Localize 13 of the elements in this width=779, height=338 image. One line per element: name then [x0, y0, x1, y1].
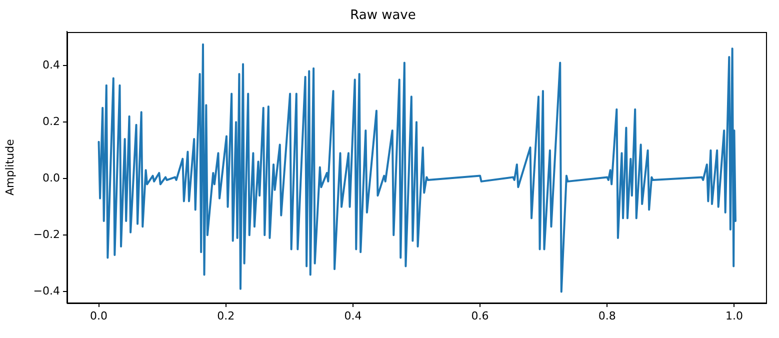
y-tick-label: 0.4	[42, 58, 60, 72]
y-axis-title: Amplitude	[3, 138, 16, 196]
chart-title: Raw wave	[350, 8, 416, 24]
y-tick-label: −0.4	[33, 284, 60, 298]
y-tick-label: 0.2	[42, 114, 60, 128]
y-tick-label: 0.0	[42, 171, 60, 184]
x-tick-label: 0.2	[217, 309, 235, 322]
x-tick-label: 0.0	[90, 309, 108, 322]
x-tick-label: 0.8	[598, 309, 616, 322]
y-tick-label: −0.2	[33, 228, 60, 242]
x-tick-label: 0.4	[344, 309, 362, 322]
x-tick-label: 0.6	[471, 309, 489, 322]
x-tick-label: 1.0	[725, 309, 743, 322]
